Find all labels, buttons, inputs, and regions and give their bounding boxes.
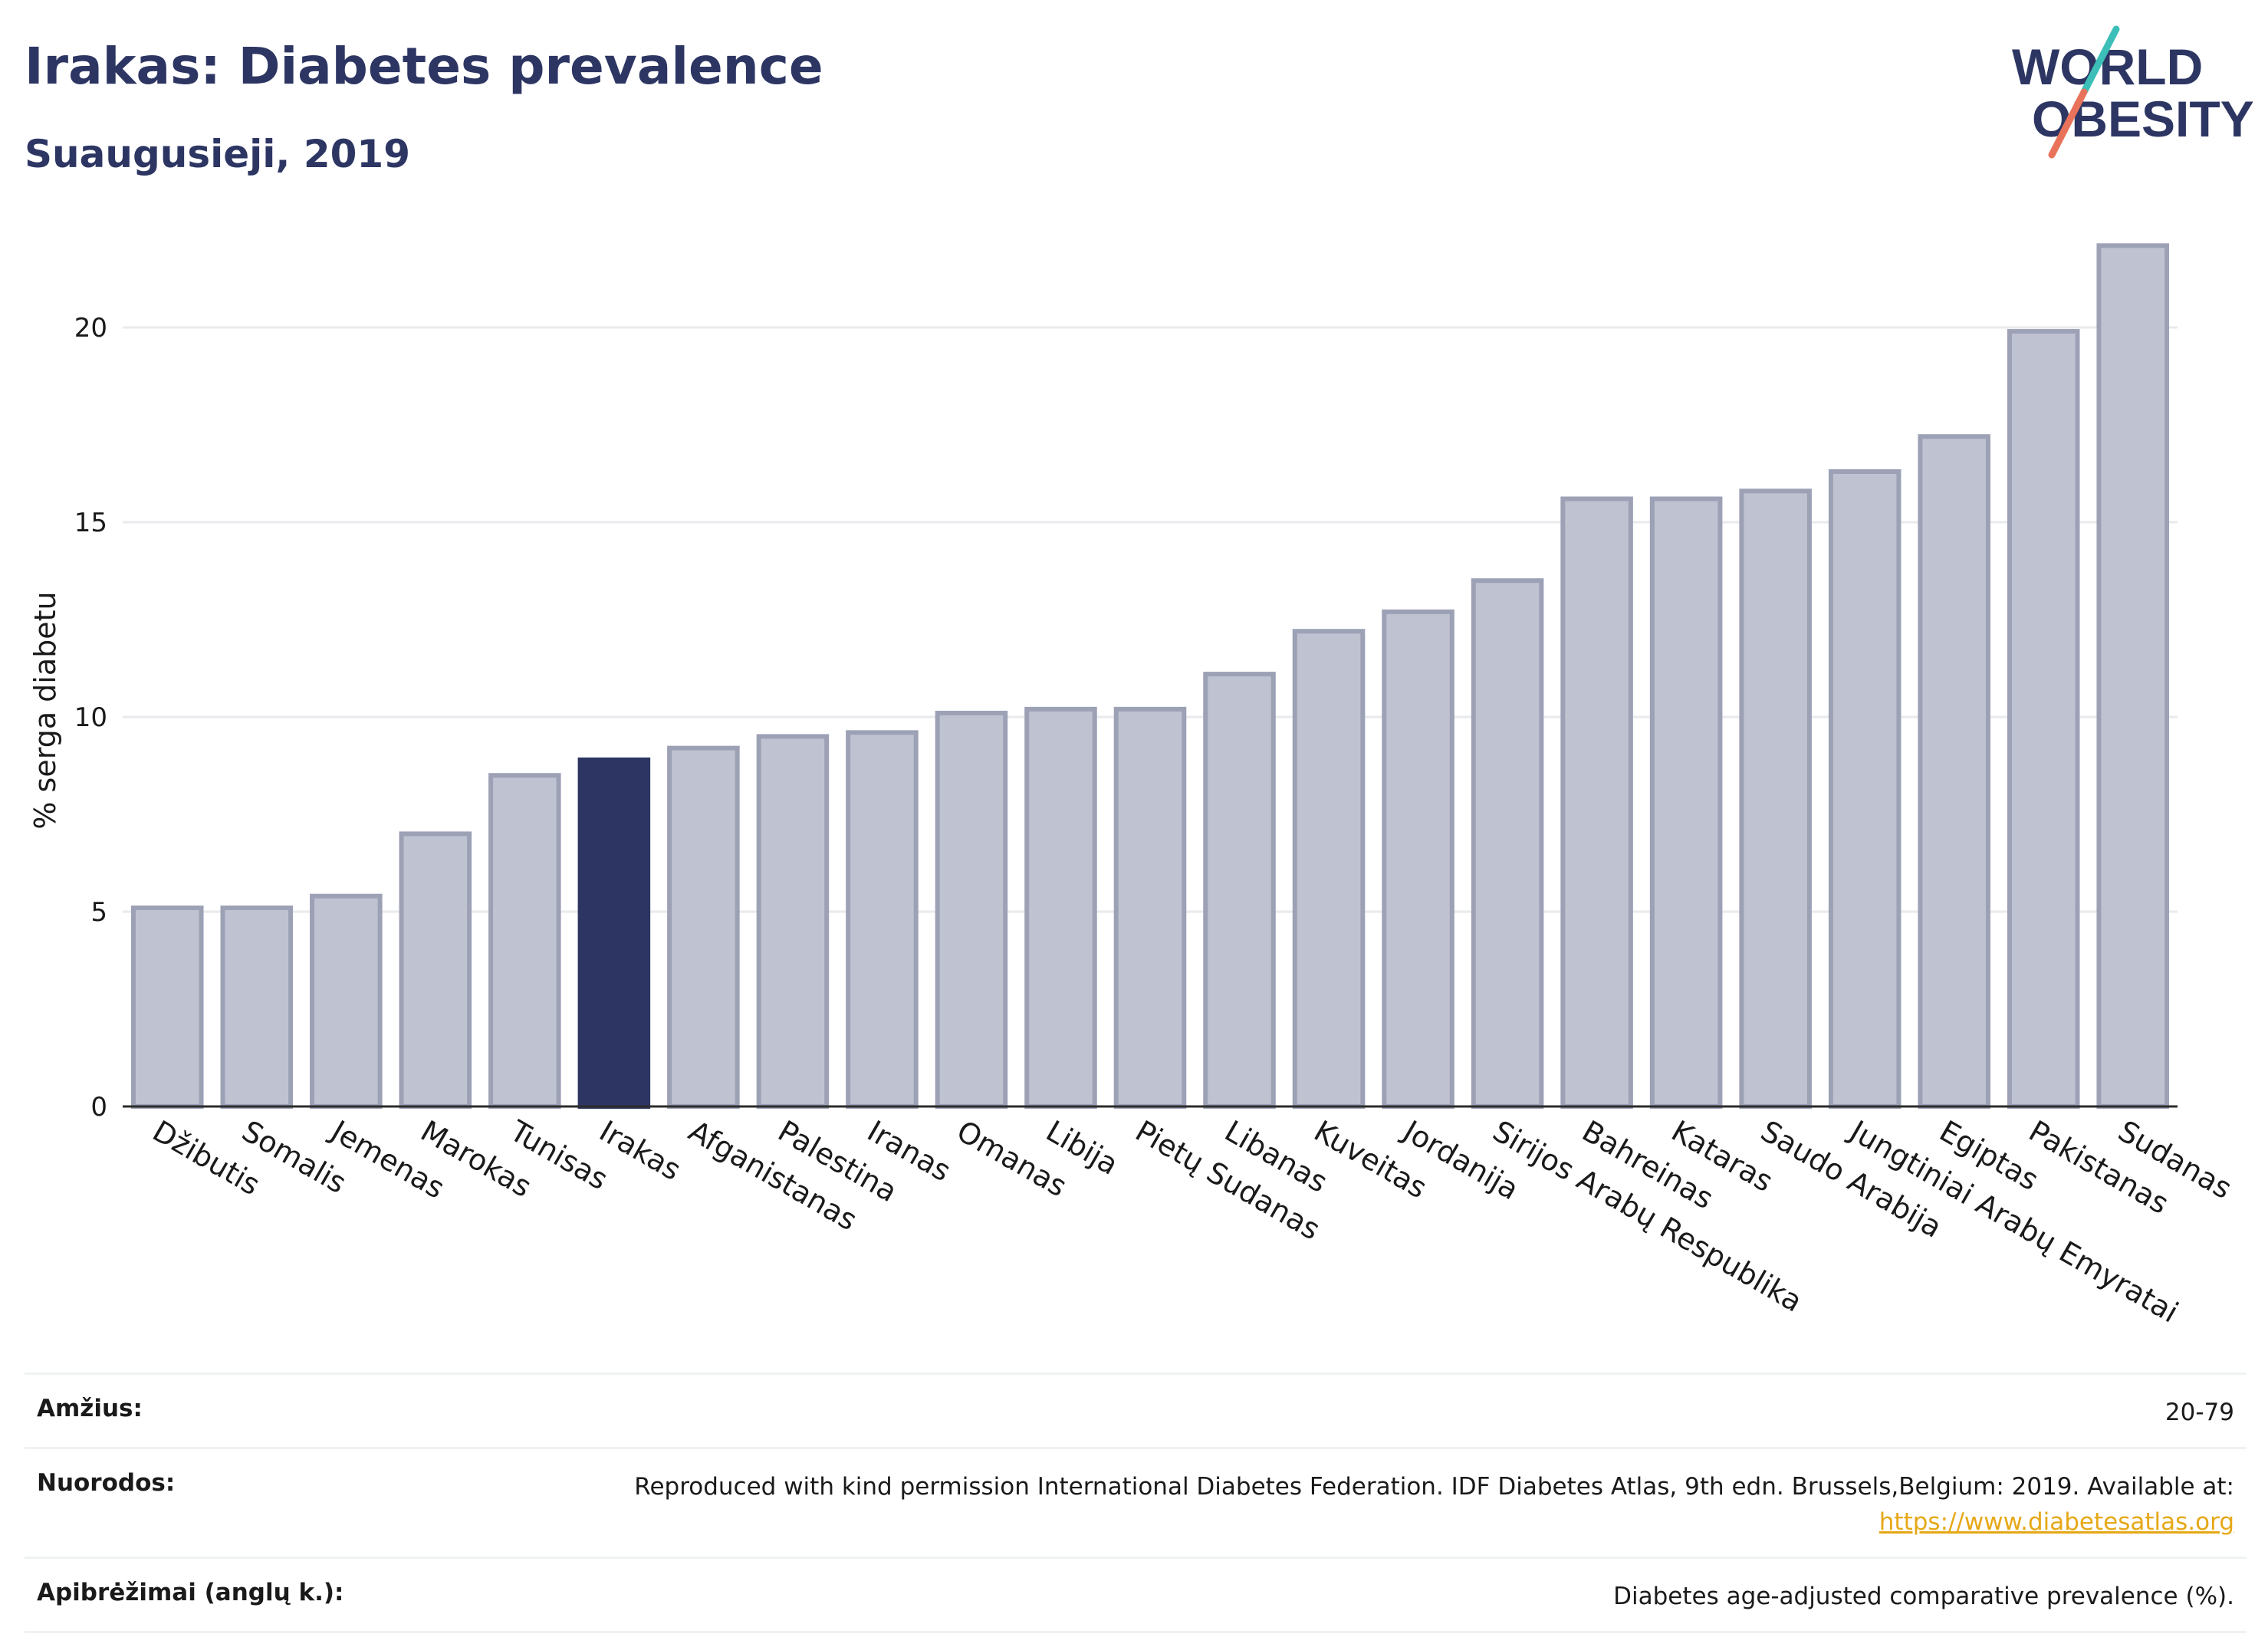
bar-10 (1024, 706, 1097, 1109)
bar-15 (1471, 578, 1544, 1109)
info-label-age: Amžius: (37, 1395, 143, 1422)
logo-slash-bottom (2048, 88, 2088, 159)
info-label-references: Nuorodos: (37, 1469, 176, 1497)
world-obesity-logo: WORLD OBESITY (2012, 25, 2254, 159)
bar-5 (577, 757, 651, 1109)
bar-8 (846, 730, 919, 1109)
y-tick-label-4: 20 (74, 313, 107, 344)
bar-7 (756, 734, 830, 1110)
info-value-definitions: Diabetes age-adjusted comparative preval… (1613, 1583, 2234, 1610)
bar-9 (935, 710, 1008, 1109)
info-value-age: 20-79 (2164, 1399, 2234, 1426)
bar-21 (2007, 329, 2080, 1109)
bar-19 (1828, 469, 1902, 1109)
page-subtitle: Suaugusieji, 2019 (25, 132, 410, 176)
references-text: Reproduced with kind permission Internat… (634, 1473, 2234, 1501)
info-value-references: Reproduced with kind permission Internat… (634, 1469, 2234, 1540)
y-tick-label-0: 0 (90, 1092, 107, 1123)
info-row-definitions: Apibrėžimai (anglų k.): Diabetes age-adj… (25, 1557, 2247, 1633)
y-tick-label-2: 10 (74, 702, 107, 733)
bar-20 (1918, 434, 1990, 1109)
bar-1 (220, 905, 294, 1110)
bar-11 (1113, 706, 1187, 1109)
bar-12 (1203, 672, 1276, 1109)
bar-16 (1560, 496, 1633, 1109)
bar-22 (2096, 243, 2170, 1110)
bar-18 (1739, 488, 1812, 1109)
bar-4 (488, 773, 561, 1109)
info-row-age: Amžius: 20-79 (25, 1373, 2247, 1447)
bar-3 (399, 831, 472, 1110)
bar-0 (130, 905, 204, 1110)
bar-6 (667, 745, 740, 1109)
y-axis-label: % serga diabetu (28, 591, 62, 829)
bar-17 (1649, 496, 1723, 1109)
page-title: Irakas: Diabetes prevalence (25, 37, 823, 96)
bar-14 (1382, 609, 1454, 1109)
info-table: Amžius: 20-79 Nuorodos: Reproduced with … (25, 1373, 2247, 1633)
diabetesatlas-link[interactable]: https://www.diabetesatlas.org (1878, 1508, 2234, 1536)
y-tick-label-3: 15 (74, 508, 107, 538)
info-label-definitions: Apibrėžimai (anglų k.): (37, 1579, 344, 1606)
bar-2 (310, 893, 383, 1110)
logo-slash-top (2080, 25, 2120, 96)
y-tick-label-1: 5 (90, 897, 107, 928)
bar-13 (1292, 629, 1366, 1109)
info-row-references: Nuorodos: Reproduced with kind permissio… (25, 1447, 2247, 1557)
